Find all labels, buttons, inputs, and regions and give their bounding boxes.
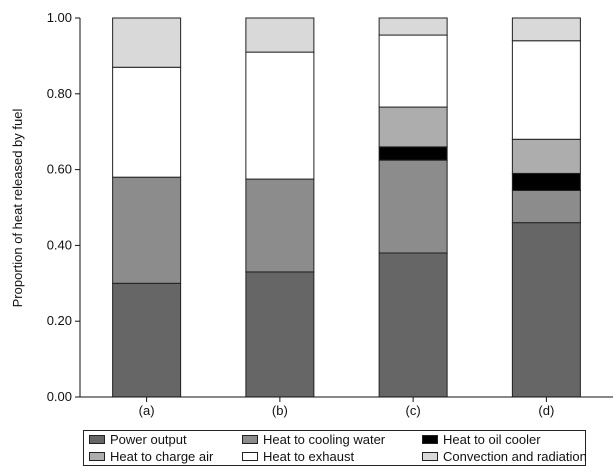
legend-label: Heat to charge air: [110, 449, 214, 464]
legend-item: Heat to exhaust: [242, 449, 354, 464]
legend-swatch: [422, 452, 438, 461]
y-tick-label: 0.60: [47, 162, 72, 177]
legend-label: Heat to exhaust: [263, 449, 355, 464]
legend-label: Power output: [110, 432, 187, 447]
legend-swatch: [242, 452, 258, 461]
legend: Power output Heat to cooling water Heat …: [83, 430, 587, 466]
bar-segment: [378, 17, 448, 36]
bar-segment: [378, 252, 448, 398]
bar-segment: [511, 189, 581, 224]
bar-segment: [112, 66, 182, 178]
legend-label: Heat to oil cooler: [443, 432, 541, 447]
legend-label: Convection and radiation: [443, 449, 587, 464]
bar-segment: [511, 17, 581, 42]
bar-segment: [511, 138, 581, 174]
y-tick-label: 0.20: [47, 313, 72, 328]
legend-label: Heat to cooling water: [263, 432, 386, 447]
bar-segment: [511, 222, 581, 398]
bar-segment: [245, 271, 315, 398]
legend-item: Heat to oil cooler: [422, 432, 541, 447]
bar-segment: [112, 282, 182, 398]
bar-segment: [378, 146, 448, 161]
bar-segment: [511, 172, 581, 191]
bar-segment: [245, 51, 315, 180]
stacked-bar-chart: 0.00 0.20 0.40 0.60 0.80 1.00 (a) (b) (c) (d) Pr…: [10, 10, 613, 418]
x-axis: (a) (b) (c) (d): [80, 396, 613, 418]
bar-segment: [245, 17, 315, 53]
bar-segment: [511, 40, 581, 140]
bar-segment: [245, 178, 315, 273]
bars: [112, 17, 581, 398]
legend-item: Power output: [89, 432, 187, 447]
y-axis-title: Proportion of heat released by fuel: [10, 109, 25, 308]
y-tick-label: 0.00: [47, 389, 72, 404]
bar-segment: [112, 176, 182, 284]
x-tick-label: (c): [406, 403, 421, 418]
x-tick-label: (d): [538, 403, 554, 418]
y-tick-label: 1.00: [47, 10, 72, 25]
legend-swatch: [89, 452, 105, 461]
y-tick-label: 0.80: [47, 86, 72, 101]
y-axis: 0.00 0.20 0.40 0.60 0.80 1.00: [47, 10, 81, 404]
bar-segment: [378, 159, 448, 254]
x-tick-label: (a): [139, 403, 155, 418]
bar-segment: [112, 17, 182, 68]
y-tick-label: 0.40: [47, 237, 72, 252]
legend-swatch: [89, 435, 105, 444]
bar-segment: [378, 34, 448, 108]
legend-swatch: [422, 435, 438, 444]
bar-segment: [378, 106, 448, 148]
legend-item: Convection and radiation: [422, 449, 587, 464]
legend-item: Heat to charge air: [89, 449, 213, 464]
legend-swatch: [242, 435, 258, 444]
x-tick-label: (b): [272, 403, 288, 418]
legend-item: Heat to cooling water: [242, 432, 385, 447]
